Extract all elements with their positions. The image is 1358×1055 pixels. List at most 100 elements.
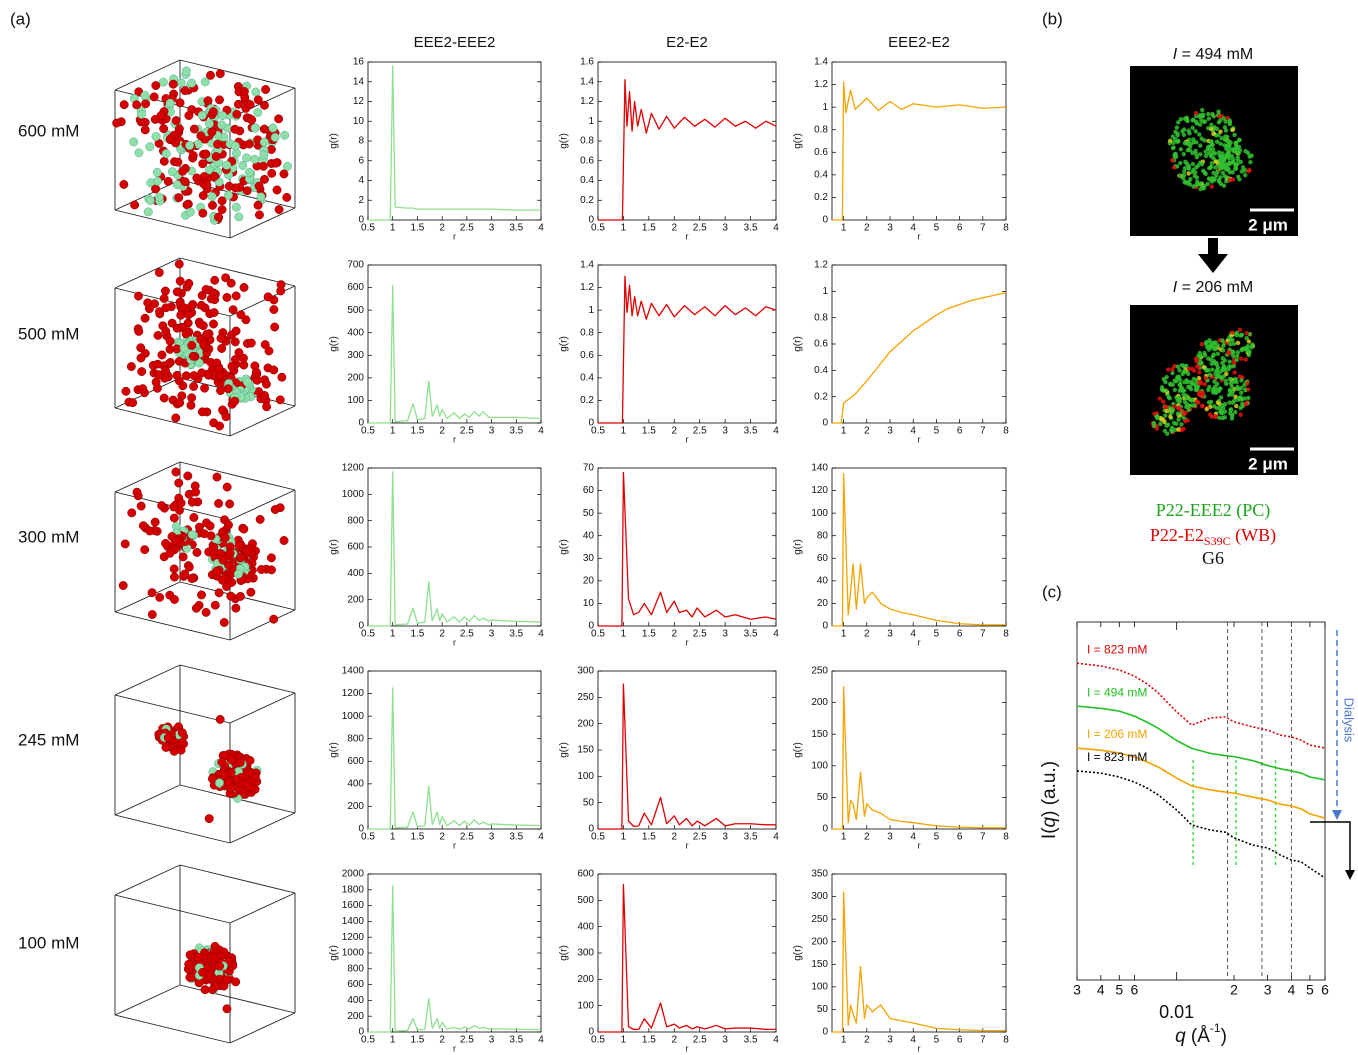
y-tick-label: 0.8 — [580, 136, 594, 147]
particle — [231, 338, 239, 346]
particle — [155, 193, 163, 201]
x-tick-label: 1 — [841, 629, 847, 640]
speckle — [1204, 376, 1208, 380]
particle — [227, 756, 235, 764]
x-tick-label: 3 — [1264, 982, 1272, 998]
x-tick-label: 2 — [864, 629, 870, 640]
speckle — [1237, 151, 1241, 155]
speckle — [1187, 131, 1191, 135]
x-axis-label: r — [686, 231, 689, 241]
x-tick-label: 1 — [390, 223, 396, 234]
particle — [259, 162, 267, 170]
particle — [175, 260, 183, 268]
particle — [137, 110, 145, 118]
speckle — [1223, 154, 1227, 158]
particle — [141, 91, 149, 99]
particle — [173, 536, 181, 544]
speckle — [1198, 143, 1202, 147]
x-tick-label: 2.5 — [693, 1035, 707, 1046]
y-tick-label: 200 — [811, 936, 828, 947]
y-tick-label: 1200 — [342, 463, 365, 474]
speckle — [1173, 388, 1177, 392]
particle — [212, 982, 220, 990]
y-tick-label: 1 — [822, 102, 828, 113]
particle — [245, 140, 253, 148]
speckle — [1152, 424, 1156, 428]
particle — [231, 978, 239, 986]
simulation-snapshot — [112, 60, 295, 238]
x-tick-label: 3 — [489, 426, 495, 437]
x-tick-label: 1.5 — [410, 832, 424, 843]
y-tick-label: 800 — [347, 733, 364, 744]
speckle — [1236, 175, 1240, 179]
speckle — [1234, 163, 1238, 167]
speckle — [1202, 351, 1206, 355]
particle — [229, 306, 237, 314]
particle — [257, 193, 265, 201]
x-tick-label: 2 — [864, 832, 870, 843]
y-tick-label: 0.4 — [580, 175, 594, 186]
y-tick-label: 1000 — [342, 948, 365, 959]
particle — [216, 715, 224, 723]
particle — [162, 304, 170, 312]
y-tick-label: 1.4 — [580, 76, 594, 87]
speckle — [1207, 400, 1211, 404]
x-tick-label: 3.5 — [509, 629, 523, 640]
y-tick-label: 1400 — [342, 666, 365, 677]
x-tick-label: 3.5 — [744, 223, 758, 234]
y-tick-label: 350 — [811, 869, 828, 880]
speckle — [1191, 184, 1195, 188]
x-tick-label: 3 — [489, 1035, 495, 1046]
speckle — [1163, 413, 1167, 417]
x-tick-label: 3 — [722, 223, 728, 234]
speckle — [1182, 127, 1186, 131]
x-tick-label: 2 — [672, 426, 678, 437]
x-tick-label: 3 — [489, 223, 495, 234]
cube-edge — [115, 785, 180, 815]
x-tick-label: 6 — [957, 223, 963, 234]
y-tick-label: 600 — [577, 869, 594, 880]
particle — [224, 191, 232, 199]
y-tick-label: 50 — [817, 792, 829, 803]
particle — [203, 181, 211, 189]
speckle — [1196, 365, 1200, 369]
cube-edge — [115, 462, 180, 492]
y-tick-label: 200 — [811, 697, 828, 708]
y-tick-label: 60 — [817, 553, 829, 564]
speckle — [1194, 140, 1198, 144]
x-tick-label: 3 — [722, 832, 728, 843]
speckle — [1225, 166, 1229, 170]
y-tick-label: 0 — [822, 621, 828, 632]
particle — [176, 99, 184, 107]
y-tick-label: 400 — [347, 778, 364, 789]
speckle — [1218, 409, 1222, 413]
particle — [159, 78, 167, 86]
particle — [270, 323, 278, 331]
x-tick-label: 4 — [773, 223, 779, 234]
speckle — [1191, 162, 1195, 166]
particle — [196, 320, 204, 328]
y-tick-label: 200 — [347, 801, 364, 812]
particle — [231, 142, 239, 150]
y-tick-label: 20 — [583, 575, 595, 586]
particle — [170, 565, 178, 573]
particle — [262, 403, 270, 411]
particle — [260, 138, 268, 146]
particle — [267, 566, 275, 574]
y-tick-label: 2000 — [342, 869, 365, 880]
particle — [161, 539, 169, 547]
particle — [268, 169, 276, 177]
particle — [261, 85, 269, 93]
y-tick-label: 150 — [577, 745, 594, 756]
particle — [189, 151, 197, 159]
speckle — [1161, 388, 1165, 392]
row-label: 100 mM — [18, 933, 79, 952]
particle — [212, 567, 220, 575]
x-tick-label: 2.5 — [460, 629, 474, 640]
particle — [200, 384, 208, 392]
speckle — [1230, 413, 1234, 417]
label-part: -1 — [1210, 1021, 1221, 1035]
speckle — [1237, 138, 1241, 142]
speckle — [1220, 361, 1224, 365]
x-tick-label: 2 — [439, 629, 445, 640]
